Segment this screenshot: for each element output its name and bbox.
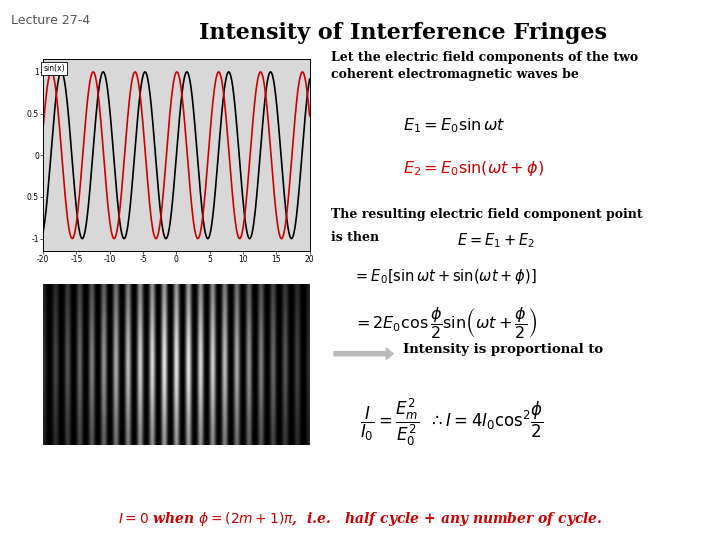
Text: $E_1 = E_0 \sin \omega t$: $E_1 = E_0 \sin \omega t$ [403,116,506,135]
Text: The resulting electric field component point: The resulting electric field component p… [331,208,647,221]
Text: $\dfrac{I}{I_0} = \dfrac{E_m^2}{E_0^2} \;\;\therefore I = 4I_0 \cos^2\!\dfrac{\p: $\dfrac{I}{I_0} = \dfrac{E_m^2}{E_0^2} \… [360,397,544,448]
Text: Let the electric field components of the two
coherent electromagnetic waves be: Let the electric field components of the… [331,51,639,82]
Text: is then: is then [331,231,379,244]
Text: Intensity of Interference Fringes: Intensity of Interference Fringes [199,22,607,44]
Text: $I=0$ when $\phi = (2m+1)\pi$,  i.e.   half cycle + any number of cycle.: $I=0$ when $\phi = (2m+1)\pi$, i.e. half… [118,510,602,528]
Text: $E_2 = E_0 \sin(\omega t + \phi)$: $E_2 = E_0 \sin(\omega t + \phi)$ [403,159,544,178]
Text: $= E_0\left[\sin \omega t + \sin(\omega t + \phi)\right]$: $= E_0\left[\sin \omega t + \sin(\omega … [353,267,536,286]
Text: Intensity is proportional to: Intensity is proportional to [403,343,608,356]
Text: sin(x): sin(x) [43,64,65,73]
Text: Lecture 27-4: Lecture 27-4 [11,14,90,26]
Text: $= 2E_0 \cos\dfrac{\phi}{2}\sin\!\left(\omega t + \dfrac{\phi}{2}\right)$: $= 2E_0 \cos\dfrac{\phi}{2}\sin\!\left(\… [353,305,537,341]
Text: $E = E_1 + E_2$: $E = E_1 + E_2$ [457,231,535,250]
